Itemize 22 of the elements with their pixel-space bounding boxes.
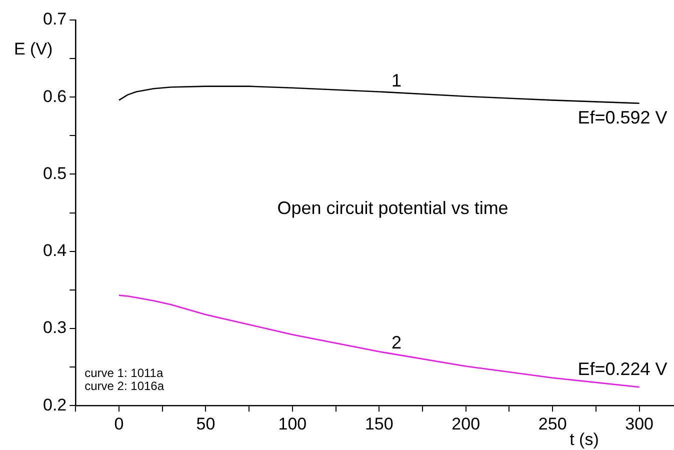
annotation: Ef=0.592 V [578,107,668,128]
y-tick-label: 0.4 [42,241,67,260]
x-tick-label: 250 [538,414,567,434]
y-tick-label: 0.5 [42,164,67,183]
series-label: 2 [391,332,402,353]
x-tick-label: 50 [196,414,216,434]
y-axis-title: E (V) [14,40,53,59]
x-tick-label: 300 [625,414,654,434]
x-axis-title: t (s) [570,430,599,450]
x-tick-label: 150 [364,414,394,434]
annotation: curve 2: 1016a [84,378,164,393]
annotation: curve 1: 1011a [84,366,164,380]
y-tick-label: 0.3 [42,318,67,338]
annotation: Ef=0.224 V [578,359,668,380]
x-tick-label: 200 [452,414,480,434]
y-tick-label: 0.2 [42,395,67,414]
series-label: 1 [391,70,402,91]
y-tick-label: 0.6 [42,86,67,106]
x-tick-label: 0 [114,414,124,434]
y-tick-label: 0.7 [42,10,67,29]
text: Open circuit potential vs time [277,198,508,218]
x-tick-label: 100 [278,414,307,434]
